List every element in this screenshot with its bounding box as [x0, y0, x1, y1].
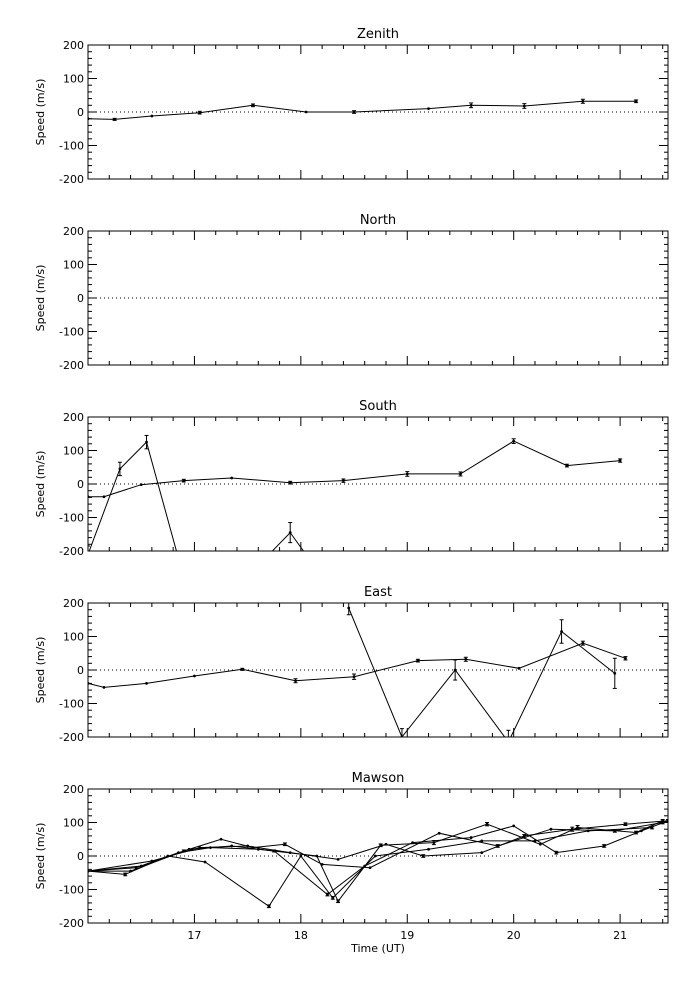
series-line-2: [348, 607, 616, 737]
x-tick-label: 19: [400, 929, 414, 942]
data-point: [150, 114, 154, 118]
data-point: [150, 859, 154, 863]
panel-title: Mawson: [352, 771, 405, 786]
data-point: [384, 842, 388, 846]
panel-title: South: [359, 399, 397, 414]
y-tick-label: -100: [59, 326, 84, 339]
data-point: [230, 591, 233, 594]
y-tick-label: -100: [59, 140, 84, 153]
y-tick-label: -100: [59, 884, 84, 897]
data-point: [102, 686, 106, 689]
data-point: [512, 824, 516, 828]
y-tick-label: -200: [59, 545, 84, 558]
data-point: [88, 117, 90, 121]
data-point: [368, 866, 372, 870]
y-tick-label: 0: [77, 850, 84, 863]
y-tick-label: 200: [63, 225, 84, 238]
y-axis-label: Speed (m/s): [34, 451, 47, 518]
y-tick-label: -200: [59, 359, 84, 372]
y-tick-label: 200: [63, 411, 84, 424]
y-tick-label: 0: [77, 106, 84, 119]
y-tick-label: -100: [59, 512, 84, 525]
panel-title: Zenith: [357, 27, 399, 42]
data-point: [586, 829, 590, 833]
data-point: [549, 827, 553, 831]
y-tick-label: 0: [77, 664, 84, 677]
data-point: [480, 839, 484, 843]
y-tick-label: 200: [63, 39, 84, 52]
data-point: [373, 854, 377, 858]
data-point: [299, 854, 303, 858]
y-tick-label: 100: [63, 631, 84, 644]
panel-title: East: [364, 585, 392, 600]
y-axis-label: Speed (m/s): [34, 79, 47, 146]
y-tick-label: 0: [77, 478, 84, 491]
y-tick-label: 100: [63, 817, 84, 830]
y-axis-label: Speed (m/s): [34, 265, 47, 332]
series-group: [88, 818, 668, 909]
y-tick-label: -200: [59, 917, 84, 930]
data-point: [203, 860, 207, 864]
data-point: [230, 476, 234, 480]
panel-title: North: [360, 213, 396, 228]
data-point: [198, 846, 202, 850]
data-point: [336, 857, 340, 861]
data-point: [469, 836, 473, 839]
x-tick-label: 21: [613, 929, 627, 942]
y-axis-label: Speed (m/s): [34, 637, 47, 704]
x-axis-label: Time (UT): [350, 942, 405, 955]
data-point: [88, 495, 90, 499]
data-point: [507, 741, 510, 744]
data-point: [182, 576, 185, 579]
chart-panel-north: North Speed (m/s) 200 100 0 -100 -200: [34, 213, 669, 372]
data-point: [639, 829, 643, 833]
data-point: [193, 674, 196, 678]
data-point: [480, 851, 484, 855]
y-tick-label: 200: [63, 597, 84, 610]
series-group: [88, 603, 628, 744]
data-point: [87, 553, 90, 556]
data-point: [363, 864, 367, 868]
data-point: [102, 495, 106, 499]
series-group: [87, 434, 623, 594]
x-tick-label: 18: [294, 929, 308, 942]
y-tick-label: 100: [63, 445, 84, 458]
data-point: [139, 864, 143, 868]
data-point: [427, 847, 430, 851]
data-point: [288, 851, 292, 855]
y-tick-label: -200: [59, 173, 84, 186]
y-tick-label: -100: [59, 698, 84, 711]
chart-panel-east: East Speed (m/s) 200 100 0 -100 -200: [34, 585, 669, 744]
data-point: [411, 841, 414, 844]
series-line-2: [88, 441, 305, 551]
y-tick-label: -200: [59, 731, 84, 744]
series-group: [88, 98, 639, 121]
series-line-1: [88, 440, 621, 498]
data-point: [304, 110, 308, 114]
y-axis-label: Speed (m/s): [34, 823, 47, 890]
y-tick-label: 0: [77, 292, 84, 305]
data-point: [88, 682, 90, 685]
x-tick-label: 20: [507, 929, 521, 942]
y-tick-label: 200: [63, 783, 84, 796]
data-point: [139, 483, 143, 487]
data-point: [145, 682, 148, 685]
data-point: [517, 666, 521, 670]
data-point: [88, 869, 90, 873]
y-tick-label: 100: [63, 259, 84, 272]
data-point: [219, 837, 223, 841]
data-point: [437, 831, 441, 835]
data-point: [246, 844, 250, 848]
chart-panel-mawson: Mawson Speed (m/s) 200 100 0 -100 -200 17 18 19 20…: [34, 771, 669, 955]
y-tick-label: 100: [63, 73, 84, 86]
data-point: [427, 107, 430, 111]
chart-panel-south: South Speed (m/s) 200 100 0 -100 -200: [34, 399, 669, 594]
chart-panel-zenith: Zenith Speed (m/s) 200 100 0 -100 -200: [34, 27, 669, 186]
series-line-1: [88, 642, 626, 688]
series-line-1: [88, 100, 637, 120]
x-tick-label: 17: [187, 929, 201, 942]
